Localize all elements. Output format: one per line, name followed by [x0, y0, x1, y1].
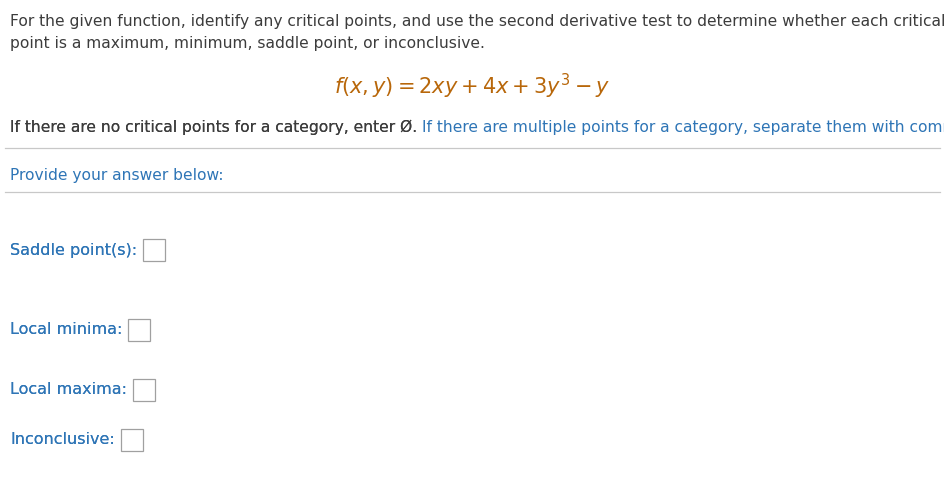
- FancyBboxPatch shape: [128, 319, 150, 341]
- FancyBboxPatch shape: [133, 379, 155, 401]
- Text: Inconclusive:: Inconclusive:: [10, 433, 114, 448]
- FancyBboxPatch shape: [121, 429, 143, 451]
- Text: point is a maximum, minimum, saddle point, or inconclusive.: point is a maximum, minimum, saddle poin…: [10, 36, 484, 51]
- Text: Local maxima:: Local maxima:: [10, 382, 126, 398]
- Text: $f(x, y) = 2xy + 4x + 3y^3 - y$: $f(x, y) = 2xy + 4x + 3y^3 - y$: [334, 72, 610, 101]
- Text: Local minima:: Local minima:: [10, 323, 122, 337]
- Text: Provide your answer below:: Provide your answer below:: [10, 168, 224, 183]
- Text: If there are multiple points for a category, separate them with commas.: If there are multiple points for a categ…: [422, 120, 944, 135]
- Text: If there are no critical points for a category, enter Ø.: If there are no critical points for a ca…: [10, 120, 422, 135]
- Text: Inconclusive:: Inconclusive:: [10, 433, 114, 448]
- Text: Saddle point(s):: Saddle point(s):: [10, 243, 137, 258]
- Text: Local minima:: Local minima:: [10, 323, 122, 337]
- FancyBboxPatch shape: [143, 239, 165, 261]
- Text: Saddle point(s):: Saddle point(s):: [10, 243, 137, 258]
- Text: For the given function, identify any critical points, and use the second derivat: For the given function, identify any cri…: [10, 14, 944, 29]
- Text: Local maxima:: Local maxima:: [10, 382, 126, 398]
- Text: If there are no critical points for a category, enter Ø.: If there are no critical points for a ca…: [10, 120, 422, 135]
